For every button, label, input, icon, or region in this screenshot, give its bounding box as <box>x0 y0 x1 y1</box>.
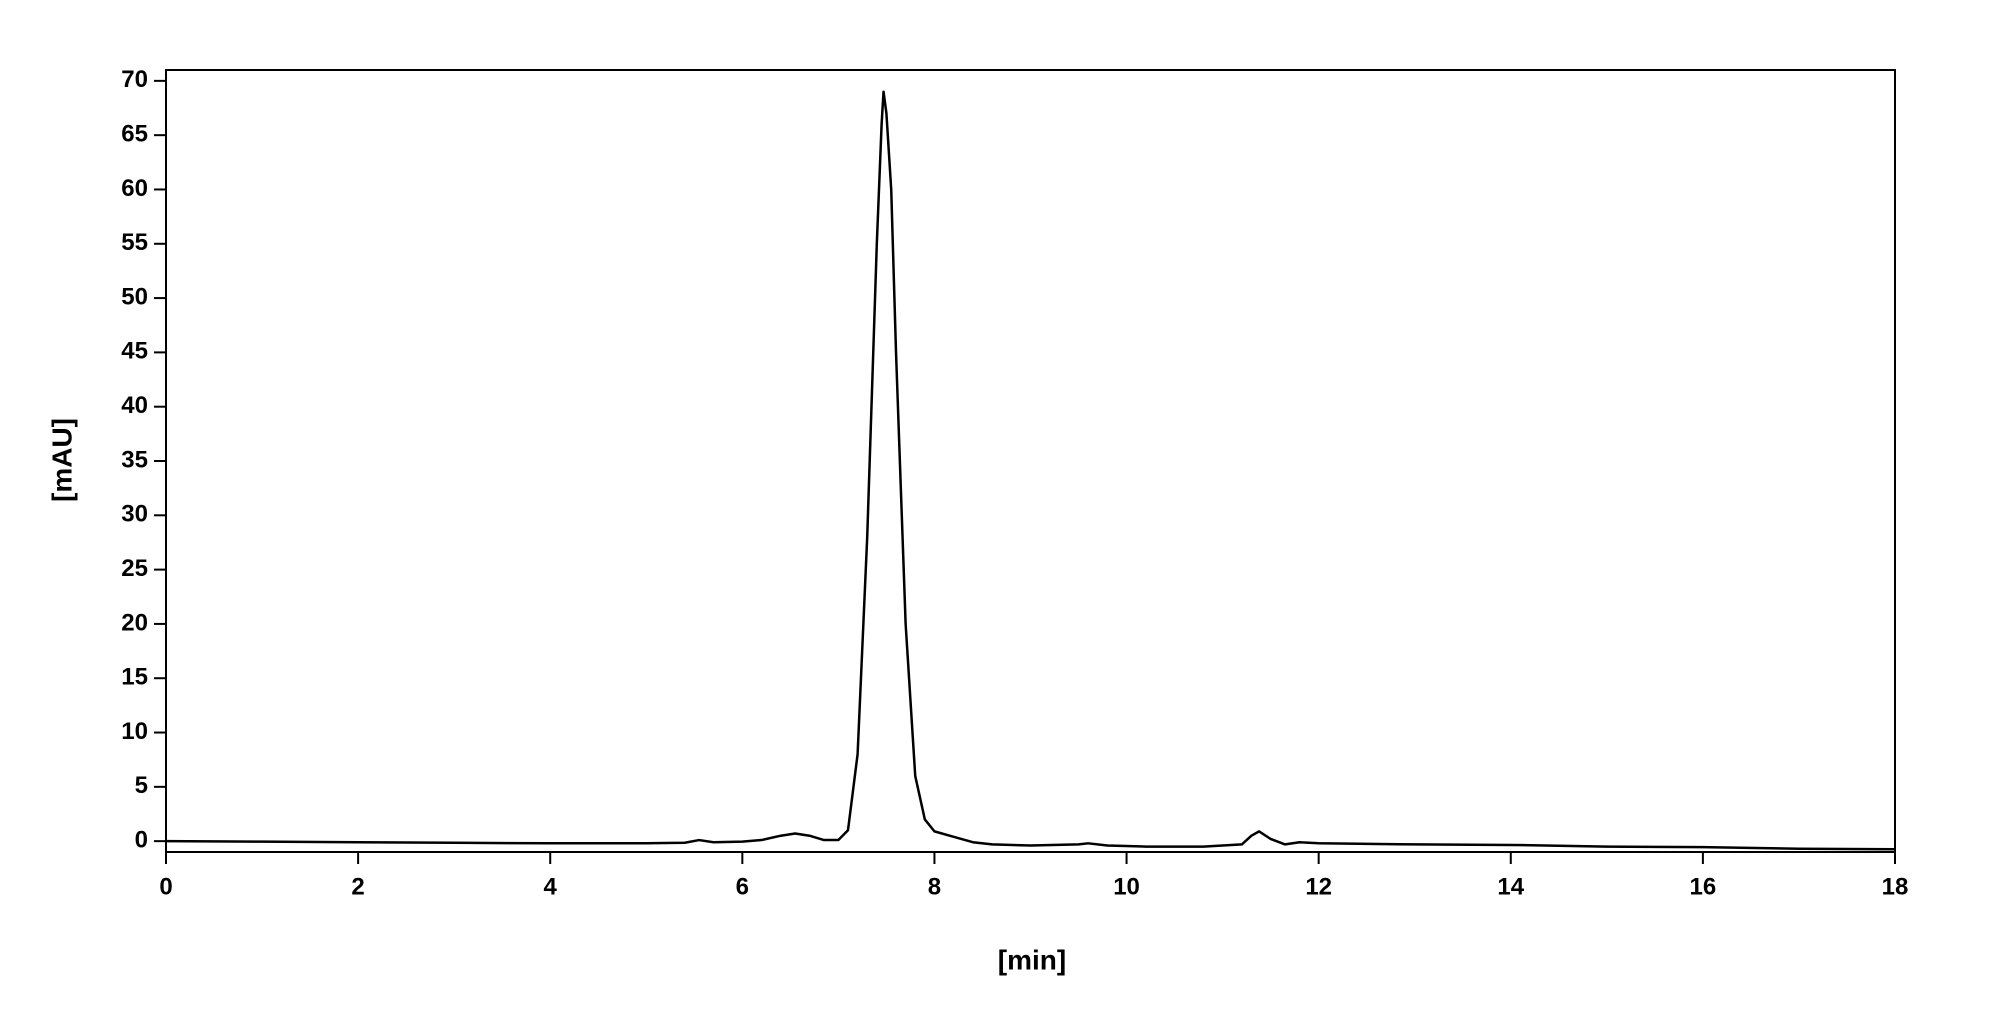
chromatogram-line <box>165 90 1896 851</box>
y-tick-label: 50 <box>121 283 148 310</box>
x-tick-label: 12 <box>1305 873 1332 900</box>
y-tick-label: 45 <box>121 338 148 365</box>
y-tick-label: 65 <box>121 121 148 148</box>
y-tick-label: 70 <box>121 66 148 93</box>
x-tick-label: 10 <box>1113 873 1140 900</box>
y-tick-label: 30 <box>121 501 148 528</box>
x-tick-label: 2 <box>351 873 364 900</box>
x-tick-label: 0 <box>159 873 172 900</box>
x-tick-label: 18 <box>1882 873 1909 900</box>
y-tick-label: 25 <box>121 555 148 582</box>
y-tick-label: 0 <box>135 826 148 853</box>
x-tick-label: 14 <box>1497 873 1524 900</box>
y-tick-label: 10 <box>121 718 148 745</box>
y-tick-label: 20 <box>121 609 148 636</box>
x-tick-label: 16 <box>1690 873 1717 900</box>
plot-frame <box>165 69 1896 853</box>
y-tick-label: 15 <box>121 664 148 691</box>
y-tick-label: 55 <box>121 229 148 256</box>
x-tick-label: 8 <box>928 873 941 900</box>
y-tick-label: 5 <box>135 772 148 799</box>
x-tick-label: 4 <box>544 873 558 900</box>
x-axis-label: [min] <box>998 944 1066 975</box>
y-tick-label: 35 <box>121 446 148 473</box>
y-tick-label: 40 <box>121 392 148 419</box>
y-axis-label: [mAU] <box>46 418 77 502</box>
x-tick-label: 6 <box>736 873 749 900</box>
y-tick-label: 60 <box>121 175 148 202</box>
